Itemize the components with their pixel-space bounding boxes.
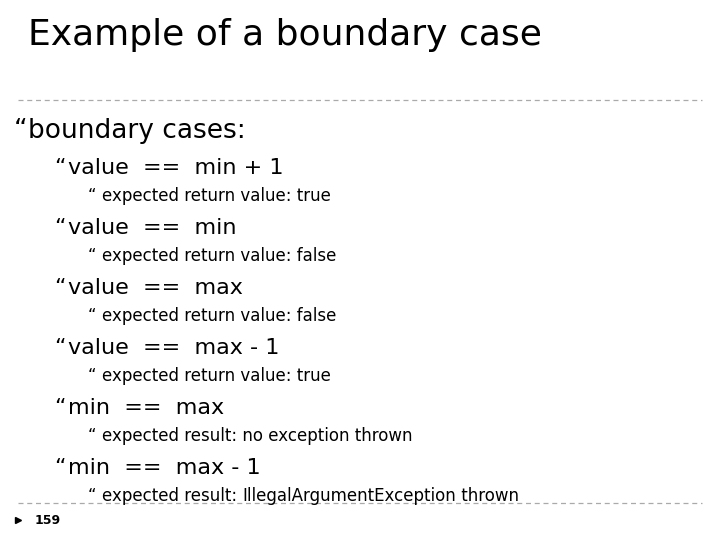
Text: expected return value: false: expected return value: false (102, 247, 336, 265)
Text: Example of a boundary case: Example of a boundary case (28, 18, 542, 52)
Text: “: “ (54, 278, 66, 298)
Text: IllegalArgumentException: IllegalArgumentException (243, 487, 456, 505)
Text: “: “ (88, 187, 96, 205)
Text: expected return value: false: expected return value: false (102, 307, 336, 325)
Text: boundary cases:: boundary cases: (28, 118, 246, 144)
Text: “: “ (88, 247, 96, 265)
Text: expected return value: true: expected return value: true (102, 367, 331, 385)
Text: “: “ (88, 367, 96, 385)
Text: “: “ (88, 307, 96, 325)
Text: expected return value: true: expected return value: true (102, 187, 331, 205)
Text: min  ==  max - 1: min == max - 1 (68, 458, 261, 478)
Text: “: “ (54, 398, 66, 418)
Text: value  ==  min: value == min (68, 218, 236, 238)
Text: 159: 159 (35, 514, 61, 526)
Text: value  ==  max: value == max (68, 278, 243, 298)
Text: “: “ (54, 458, 66, 478)
Text: value  ==  max - 1: value == max - 1 (68, 338, 279, 358)
Text: “: “ (14, 118, 27, 144)
Text: thrown: thrown (456, 487, 519, 505)
Text: expected result:: expected result: (102, 487, 243, 505)
Text: min  ==  max: min == max (68, 398, 224, 418)
Text: “: “ (88, 487, 96, 505)
Text: “: “ (88, 427, 96, 445)
Text: “: “ (54, 218, 66, 238)
Text: “: “ (54, 338, 66, 358)
Text: expected result: no exception thrown: expected result: no exception thrown (102, 427, 413, 445)
Text: “: “ (54, 158, 66, 178)
Text: value  ==  min + 1: value == min + 1 (68, 158, 284, 178)
